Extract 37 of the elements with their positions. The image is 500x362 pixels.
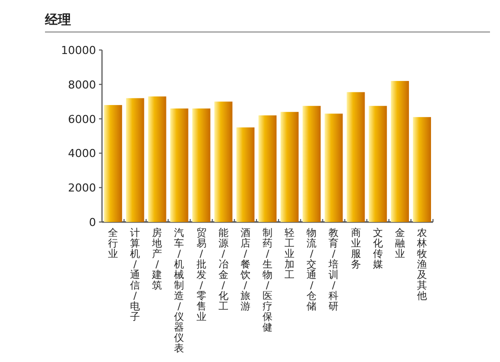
x-tick-label: 教育/培训/科研 (328, 228, 339, 312)
bar (236, 127, 254, 222)
bar (192, 108, 210, 222)
y-tick-label: 2000 (68, 182, 96, 195)
bar (258, 115, 277, 222)
x-tick-label: 物流/交通/仓储 (306, 228, 317, 312)
x-tick-label: 房地产/建筑 (151, 227, 162, 292)
y-tick-label: 0 (89, 216, 96, 229)
x-tick-label: 轻工业加工 (284, 227, 295, 281)
x-tick-label: 金融业 (394, 227, 405, 260)
x-tick-label: 文化传媒 (372, 227, 383, 270)
y-tick-label: 8000 (68, 78, 96, 92)
bar (346, 92, 365, 222)
bar (412, 117, 432, 222)
bar (214, 102, 232, 222)
x-tick-label: 全行业 (108, 227, 118, 260)
bar (302, 106, 321, 222)
category-label: 制药/生物/医疗保健 (262, 228, 272, 334)
bar (280, 112, 299, 222)
bar (148, 96, 166, 222)
bar (170, 108, 188, 222)
y-tick-label: 10000 (61, 44, 96, 57)
bar (324, 114, 343, 222)
y-tick-label: 4000 (68, 147, 96, 160)
bar (390, 80, 409, 222)
x-tick-label: 商业服务 (350, 227, 361, 270)
category-label: 计算机/通信/电子 (130, 228, 140, 323)
bar (126, 98, 144, 222)
category-label: 汽车/机械制造/仪器仪表 (174, 228, 184, 354)
category-label: 贸易/批发/零售业 (196, 228, 206, 323)
bar (104, 105, 122, 222)
x-tick-label: 酒店/餐饮/旅游 (239, 227, 250, 312)
y-tick-label: 6000 (68, 112, 96, 126)
bar (368, 106, 387, 222)
chart-title: 经理 (44, 13, 71, 28)
x-tick-label: 能源/冶金/化工 (218, 227, 228, 312)
x-tick-label: 农林牧渔及其他 (416, 228, 427, 302)
